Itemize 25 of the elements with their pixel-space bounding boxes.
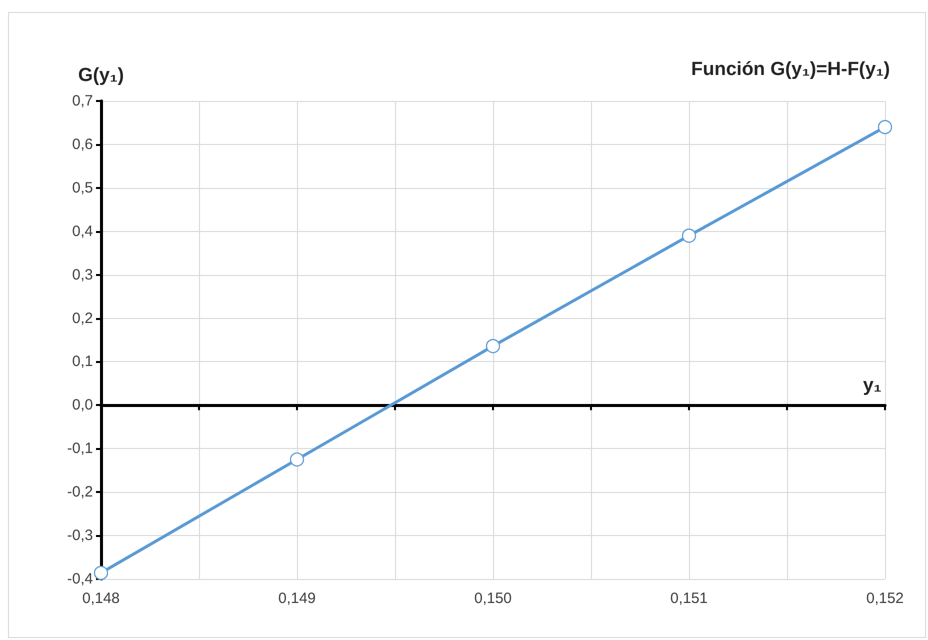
y-tick-label: 0,7 — [72, 92, 93, 110]
x-tick-label: 0,151 — [670, 590, 708, 607]
y-tick-label: 0,1 — [72, 353, 93, 370]
y-tick-label: 0,4 — [72, 222, 93, 240]
x-tick-label: 0,149 — [278, 590, 316, 607]
y-tick-label: -0,2 — [67, 484, 93, 501]
y-axis-title: G(y₁) — [78, 65, 124, 86]
point — [878, 120, 892, 134]
y-tick-label: 0,0 — [72, 396, 93, 414]
chart-title: Función G(y₁)=H-F(y₁) — [691, 59, 890, 80]
y-tick-label: -0,3 — [67, 527, 93, 544]
point — [290, 452, 304, 467]
y-tick-label: 0,6 — [72, 136, 93, 153]
point — [94, 566, 108, 580]
x-tick-label: 0,150 — [474, 590, 512, 607]
point — [682, 228, 696, 243]
y-tick-label: -0,1 — [67, 440, 93, 458]
y-tick-label: 0,2 — [72, 310, 93, 327]
y-tick-label: -0,4 — [67, 570, 93, 588]
x-tick-label: 0,152 — [866, 590, 904, 607]
y-tick-label: 0,5 — [72, 179, 93, 196]
x-tick-label: 0,148 — [82, 590, 120, 607]
point — [486, 338, 500, 354]
y-tick-label: 0,3 — [72, 266, 93, 284]
x-axis-title: y₁ — [863, 375, 882, 396]
